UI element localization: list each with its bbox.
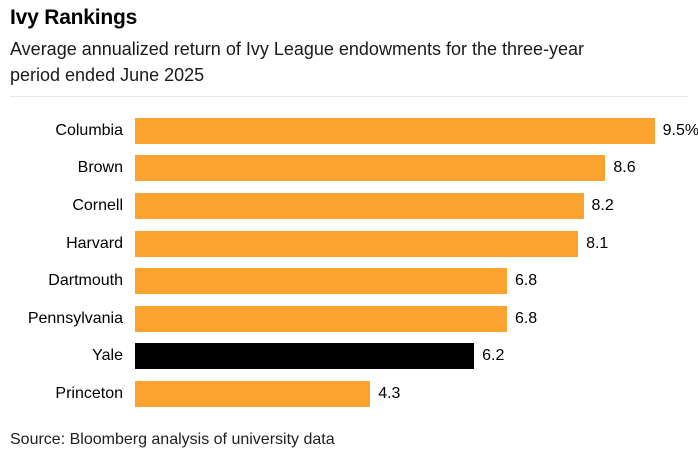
value-label: 4.3 [378, 384, 401, 402]
chart-title: Ivy Rankings [10, 6, 138, 29]
bar-row: Brown 8.6 [10, 150, 688, 188]
category-label: Harvard [66, 234, 123, 252]
bar-row: Dartmouth 6.8 [10, 262, 688, 300]
category-label: Princeton [55, 384, 123, 402]
value-label: 6.2 [482, 347, 505, 365]
source-note: Source: Bloomberg analysis of university… [10, 430, 335, 448]
bar [135, 343, 475, 370]
value-label: 6.8 [514, 272, 538, 290]
value-label: 9.5% [662, 121, 698, 139]
bar-row: Columbia 9.5% [10, 112, 698, 150]
bar [135, 192, 584, 219]
bar-row: Princeton 4.3 [10, 375, 688, 413]
bar-row: Pennsylvania 6.8 [10, 300, 688, 338]
bar-row: Harvard 8.1 [10, 225, 688, 263]
chart-top-rule [10, 96, 688, 97]
bar-chart: Columbia 9.5% Brown 8.6 Cornell 8.2 Harvard 8.1… [10, 105, 698, 413]
bar [135, 230, 579, 257]
value-label: 8.1 [586, 234, 609, 252]
bar [135, 155, 606, 182]
category-label: Yale [92, 347, 123, 365]
value-label: 8.6 [613, 159, 636, 177]
bar [135, 305, 507, 332]
bar-row: Cornell 8.2 [10, 187, 688, 225]
bar-row: Yale 6.2 [10, 338, 688, 376]
bar [135, 117, 655, 144]
category-label: Columbia [55, 121, 123, 139]
value-label: 8.2 [591, 196, 614, 214]
bar [135, 268, 507, 295]
category-label: Dartmouth [48, 272, 123, 290]
category-label: Pennsylvania [27, 309, 123, 327]
value-label: 6.8 [514, 309, 538, 327]
bar [135, 380, 371, 407]
category-label: Brown [77, 159, 123, 177]
chart-subtitle: Average annualized return of Ivy League … [10, 39, 585, 85]
category-label: Cornell [72, 196, 123, 214]
